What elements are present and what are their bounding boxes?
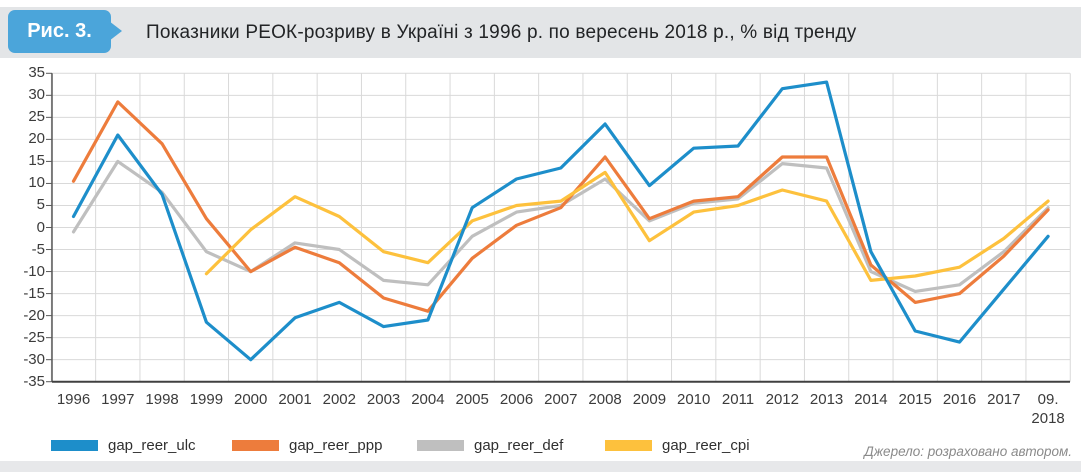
x-axis-label: 2010 bbox=[677, 391, 711, 408]
x-axis-label: 2001 bbox=[278, 391, 312, 408]
y-axis-label: 0 bbox=[36, 218, 45, 236]
x-axis-label: 1999 bbox=[189, 391, 224, 408]
x-axis-label: 2008 bbox=[588, 391, 622, 408]
x-axis-label: 2016 bbox=[942, 391, 977, 408]
x-axis-label: 2005 bbox=[455, 391, 489, 408]
legend-item-gap_reer_ppp: gap_reer_ppp bbox=[232, 436, 382, 454]
x-axis-label: 2007 bbox=[544, 391, 578, 408]
legend-swatch-gap_reer_def bbox=[417, 439, 464, 451]
y-axis-label: 35 bbox=[28, 64, 45, 82]
x-axis-label: 2012 bbox=[765, 391, 799, 408]
legend-label: gap_reer_def bbox=[474, 436, 564, 454]
x-axis-label: 2003 bbox=[366, 391, 401, 408]
series-line-gap_reer_ppp bbox=[71, 100, 1050, 313]
source-note: Джерело: розраховано автором. bbox=[864, 444, 1072, 459]
x-axis-label: 1998 bbox=[145, 391, 179, 408]
legend-item-gap_reer_def: gap_reer_def bbox=[417, 436, 563, 454]
y-axis-label: 25 bbox=[28, 108, 45, 126]
series-line-gap_reer_cpi bbox=[204, 170, 1050, 282]
y-axis-label: 10 bbox=[28, 174, 45, 192]
figure-number-badge: Рис. 3. bbox=[8, 10, 111, 53]
y-axis-label: -10 bbox=[23, 262, 45, 280]
y-axis-label: 30 bbox=[28, 86, 45, 104]
x-axis-label: 2014 bbox=[854, 391, 888, 408]
x-axis-label: 2004 bbox=[411, 391, 445, 408]
series-line-gap_reer_ulc bbox=[71, 80, 1050, 362]
y-axis-label: -30 bbox=[23, 350, 45, 368]
legend-swatch-gap_reer_ppp bbox=[232, 439, 279, 451]
x-axis-label: 2006 bbox=[499, 391, 534, 408]
x-axis-label: 1996 bbox=[56, 391, 91, 408]
figure-number-label: Рис. 3. bbox=[27, 20, 92, 42]
y-axis-label: -20 bbox=[23, 306, 45, 324]
figure-header-band bbox=[0, 7, 1081, 58]
legend-label: gap_reer_ulc bbox=[108, 436, 196, 454]
x-axis-label: 2017 bbox=[987, 391, 1021, 408]
x-axis-label: 2011 bbox=[721, 391, 755, 408]
figure-title: Показники РЕОК-розриву в Україні з 1996 … bbox=[146, 21, 857, 43]
legend-swatch-gap_reer_ulc bbox=[51, 439, 98, 451]
gridlines-group bbox=[50, 72, 1071, 383]
x-axis-label: 2000 bbox=[234, 391, 268, 408]
y-axis-label: 15 bbox=[28, 152, 45, 170]
y-axis-label: -25 bbox=[23, 328, 45, 346]
y-axis-label: -35 bbox=[23, 372, 45, 390]
y-axis-label: -15 bbox=[23, 284, 45, 302]
badge-arrow-icon bbox=[109, 21, 122, 41]
x-axis-label: 09. 2018 bbox=[1031, 391, 1065, 427]
bottom-strip bbox=[0, 461, 1081, 472]
x-axis-label: 2013 bbox=[809, 391, 844, 408]
y-axis-label: 20 bbox=[28, 130, 45, 148]
legend-label: gap_reer_cpi bbox=[662, 436, 750, 454]
legend-item-gap_reer_cpi: gap_reer_cpi bbox=[605, 436, 750, 454]
y-axis-label: 5 bbox=[36, 196, 45, 214]
legend-swatch-gap_reer_cpi bbox=[605, 439, 652, 451]
x-axis-label: 2015 bbox=[898, 391, 932, 408]
y-axis-label: -5 bbox=[31, 240, 45, 258]
legend-label: gap_reer_ppp bbox=[289, 436, 383, 454]
legend-item-gap_reer_ulc: gap_reer_ulc bbox=[51, 436, 196, 454]
x-axis-label: 1997 bbox=[101, 391, 135, 408]
x-axis-label: 2002 bbox=[322, 391, 356, 408]
x-axis-label: 2009 bbox=[632, 391, 667, 408]
